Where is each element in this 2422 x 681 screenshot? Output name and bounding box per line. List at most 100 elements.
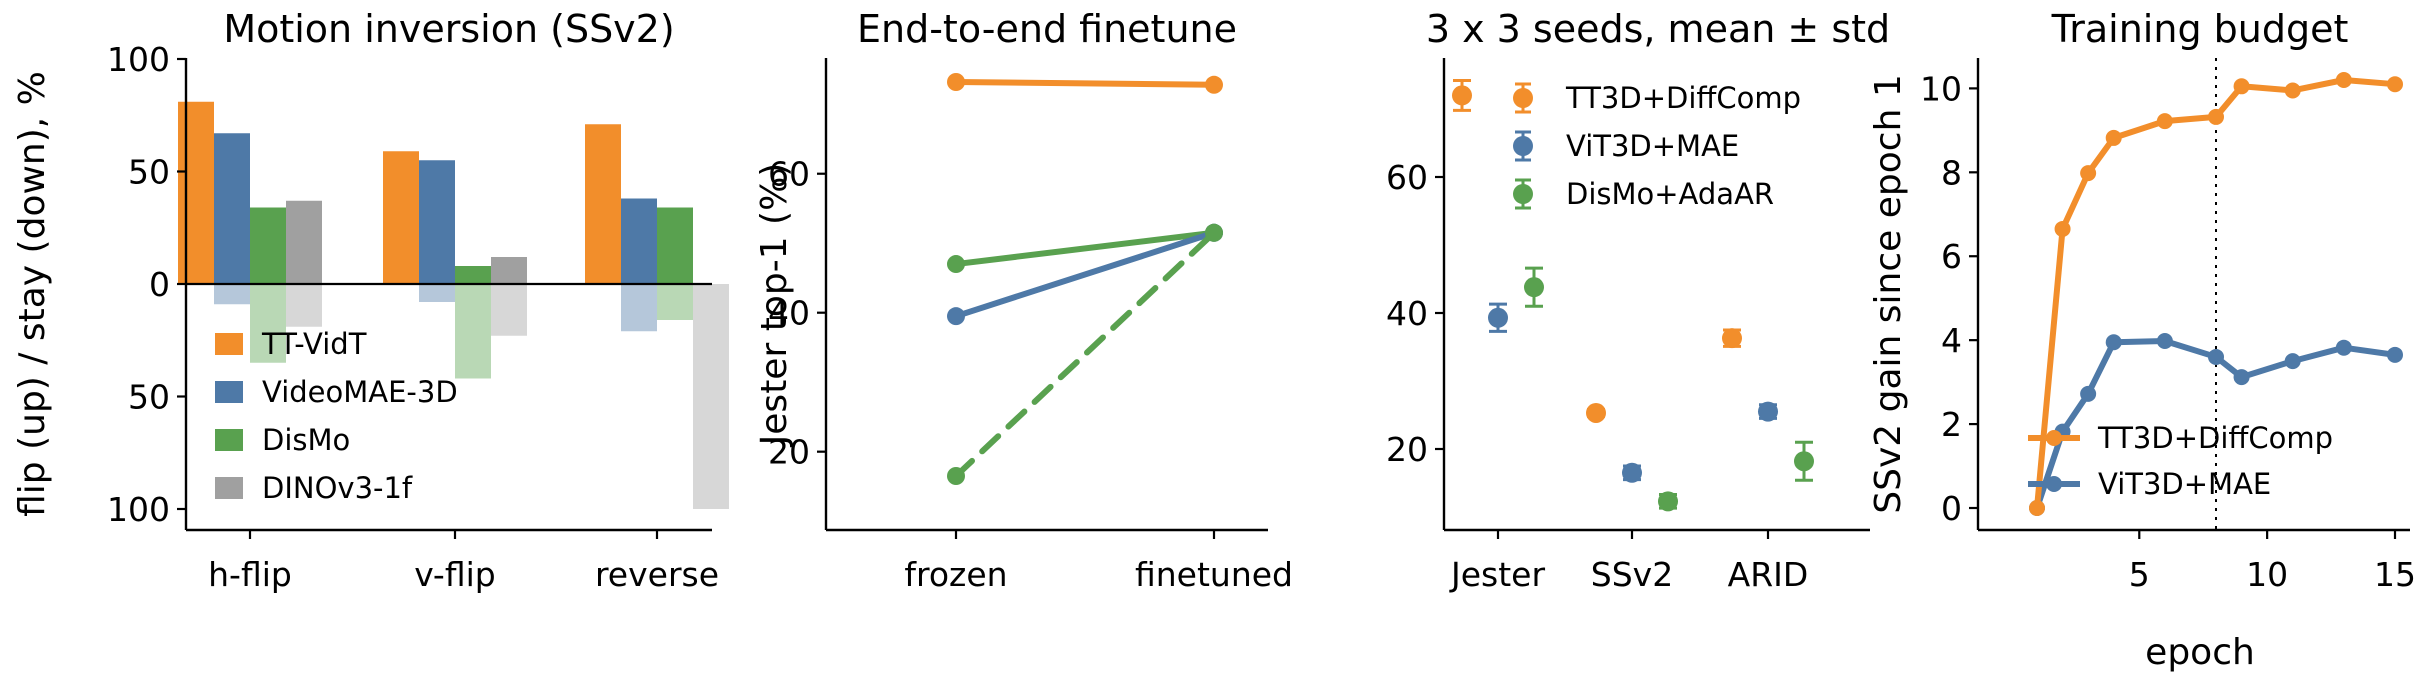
legend-label: TT-VidT xyxy=(261,327,367,361)
series-line-blue xyxy=(953,229,1217,320)
bar-up-DisMo xyxy=(657,207,693,284)
panel-motion-inversion: Motion inversion (SSv2) flip (up) / stay … xyxy=(12,7,729,594)
data-point xyxy=(2335,339,2352,356)
data-point xyxy=(2105,334,2122,351)
legend-swatch xyxy=(215,429,243,451)
bar-down-VideoMAE-3D xyxy=(214,284,250,305)
data-point xyxy=(2387,76,2403,93)
mean-point xyxy=(1722,328,1742,349)
legend-marker xyxy=(2046,476,2062,492)
x-tick-label: reverse xyxy=(595,555,719,594)
y-axis-label: SSv2 gain since epoch 1 xyxy=(1868,74,1909,513)
legend-marker xyxy=(1513,184,1533,204)
mean-point xyxy=(1488,307,1508,328)
legend-label: DINOv3-1f xyxy=(262,471,413,505)
bar-up-DINOv3-1f xyxy=(491,257,527,284)
data-point xyxy=(1205,75,1223,94)
y-tick-label: 20 xyxy=(768,433,810,472)
mean-point xyxy=(1586,402,1606,423)
panel-end-to-end-finetune: End-to-end finetune Jester top-1 (%)20 40 6… xyxy=(754,7,1293,594)
data-point xyxy=(2284,82,2301,99)
data-point xyxy=(947,307,965,326)
y-tick-label: 2 xyxy=(1941,405,1962,444)
y-tick-label: 100 xyxy=(107,40,170,79)
data-point xyxy=(2156,332,2173,349)
legend: TT3D+DiffComp ViT3D+MAE DisMo+AdaAR xyxy=(1513,81,1801,211)
bar-down-DINOv3-1f xyxy=(491,284,527,336)
data-point xyxy=(2080,385,2097,402)
legend: TT-VidT VideoMAE-3D DisMo DINOv3-1f xyxy=(215,327,458,505)
y-tick-label: 6 xyxy=(1941,237,1962,276)
legend-label: DisMo+AdaAR xyxy=(1566,177,1774,211)
bar-up-VideoMAE-3D xyxy=(214,133,250,284)
legend-marker xyxy=(2046,430,2062,446)
mean-point xyxy=(1524,277,1544,298)
panel-seeds-mean-std: 3 x 3 seeds, mean ± std 20 40 60 Jester SSv2 A… xyxy=(1386,7,1890,594)
legend-swatch xyxy=(215,381,243,403)
data-point xyxy=(2054,220,2071,237)
x-tick-label: finetuned xyxy=(1135,555,1293,594)
mean-point xyxy=(1794,451,1814,472)
legend-label: TT3D+DiffComp xyxy=(1565,81,1801,115)
mean-point xyxy=(1452,85,1472,106)
data-point xyxy=(2080,165,2097,182)
data-point xyxy=(2284,353,2301,370)
data-point xyxy=(2029,500,2045,516)
x-tick-label: 15 xyxy=(2374,555,2416,594)
legend-label: DisMo xyxy=(262,423,350,457)
data-point xyxy=(947,255,965,274)
y-tick-label: 8 xyxy=(1941,153,1962,192)
x-tick-label: SSv2 xyxy=(1591,555,1673,594)
data-point xyxy=(2105,129,2122,146)
series-line-green xyxy=(953,229,1217,268)
mean-point xyxy=(1622,462,1642,483)
bar-up-TT-VidT xyxy=(178,101,214,284)
legend-label: VideoMAE-3D xyxy=(262,375,458,409)
series-line-green xyxy=(953,229,1217,479)
legend-marker xyxy=(1513,136,1533,156)
y-tick-label: 50 xyxy=(128,153,170,192)
data-point xyxy=(2335,72,2352,88)
series-line-orange xyxy=(2034,77,2396,509)
x-axis-label: epoch xyxy=(2145,632,2255,673)
legend-swatch xyxy=(215,333,243,355)
legend-label: TT3D+DiffComp xyxy=(2097,421,2333,455)
panel-training-budget: Training budget SSv2 gain since epoch 1 ep… xyxy=(1868,7,2416,673)
bar-up-TT-VidT xyxy=(585,124,621,284)
chart-title: 3 x 3 seeds, mean ± std xyxy=(1426,7,1890,51)
bar-up-DINOv3-1f xyxy=(286,200,322,284)
x-tick-label: 10 xyxy=(2246,555,2288,594)
data-point xyxy=(947,73,965,91)
y-tick-label: 40 xyxy=(768,294,810,333)
y-tick-label: 40 xyxy=(1386,294,1428,333)
x-tick-label: h-flip xyxy=(208,555,292,594)
bar-down-DisMo xyxy=(657,284,693,320)
data-point xyxy=(2208,348,2224,365)
data-point xyxy=(2387,346,2403,363)
y-tick-label: 60 xyxy=(1386,158,1428,197)
data-point xyxy=(2208,108,2224,125)
bar-down-VideoMAE-3D xyxy=(621,284,657,332)
bar-up-DisMo xyxy=(455,266,491,284)
bar-up-VideoMAE-3D xyxy=(621,198,657,284)
chart-title: Training budget xyxy=(2051,7,2349,51)
y-axis-label: flip (up) / stay (down), % xyxy=(12,71,53,517)
bar-up-TT-VidT xyxy=(383,151,419,284)
y-tick-label: 50 xyxy=(128,378,170,417)
x-tick-label: frozen xyxy=(904,555,1007,594)
legend: TT3D+DiffComp ViT3D+MAE xyxy=(2028,421,2333,501)
x-tick-label: v-flip xyxy=(414,555,495,594)
bar-up-DisMo xyxy=(250,207,286,284)
chart-title: Motion inversion (SSv2) xyxy=(223,7,674,51)
data-point xyxy=(2233,78,2250,95)
data-point xyxy=(2233,369,2250,386)
data-point xyxy=(1205,223,1223,242)
bar-down-VideoMAE-3D xyxy=(419,284,455,302)
legend-marker xyxy=(1513,88,1533,108)
y-tick-label: 10 xyxy=(1920,69,1962,108)
y-tick-label: 0 xyxy=(1941,489,1962,528)
mean-point xyxy=(1758,401,1778,422)
series-line-orange xyxy=(953,79,1217,88)
data-point xyxy=(2156,113,2173,130)
